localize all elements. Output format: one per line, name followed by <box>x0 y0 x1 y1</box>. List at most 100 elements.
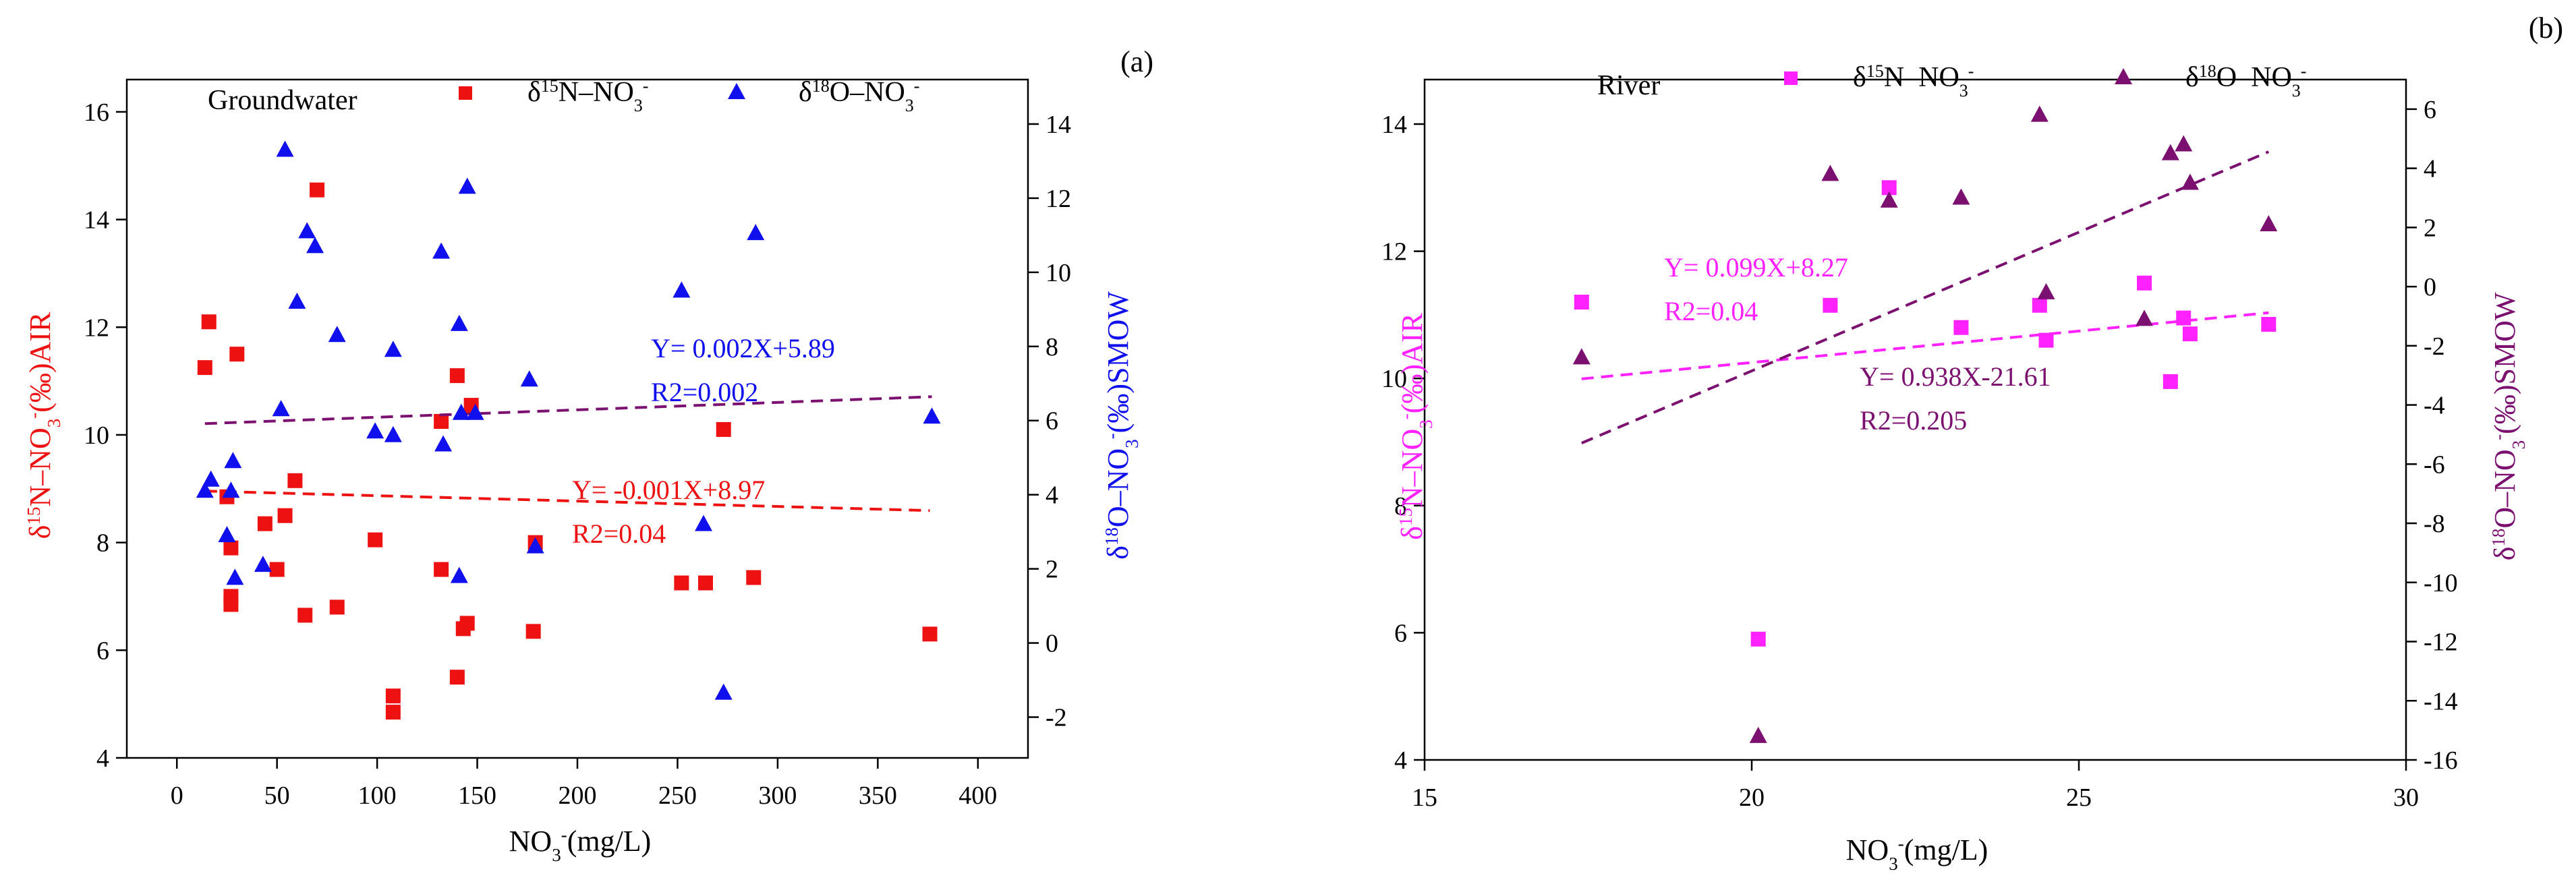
data-point-square <box>2137 275 2152 291</box>
data-point-triangle <box>434 435 453 452</box>
y-left-tick-label: 4 <box>1394 746 1407 775</box>
y-left-tick-label: 14 <box>84 206 109 235</box>
fit-line <box>204 490 930 512</box>
data-point-triangle <box>695 514 713 531</box>
data-point-triangle <box>466 403 484 420</box>
data-point-square <box>257 516 273 531</box>
data-point-square <box>197 360 212 376</box>
data-point-square <box>287 473 303 488</box>
legend-label: δ15N–NO3- <box>527 76 648 115</box>
data-point-triangle <box>288 292 306 309</box>
data-point-square <box>746 570 762 585</box>
data-point-triangle <box>520 370 538 387</box>
data-point-triangle <box>1880 191 1898 208</box>
data-point-square <box>716 421 731 437</box>
data-point-square <box>385 688 401 704</box>
y-right-tick-label: -10 <box>2424 569 2458 597</box>
data-point-triangle <box>450 314 468 331</box>
x-tick-label: 25 <box>2066 784 2092 812</box>
data-point-triangle <box>366 422 384 439</box>
data-point-square <box>698 575 714 591</box>
panel-label: (a) <box>1120 45 1153 78</box>
data-point-square <box>1574 295 1589 310</box>
data-point-square <box>310 182 325 198</box>
panel-a-groundwater-chart: 0 50 100 150 200 250 300 350 400 4 6 8 10 12 14 16 -2 0 2 4… <box>24 45 1153 865</box>
y-left-tick-label: 12 <box>84 314 109 342</box>
panel-b-river-chart: 15 20 25 30 4 6 8 10 12 14 -16 -14 -12 -10 -8 -6 -4 -2 0 2 4… <box>1381 11 2563 874</box>
legend-label: δ18O–NO3- <box>2185 61 2306 100</box>
x-tick-label: 30 <box>2393 784 2419 812</box>
data-point-triangle <box>526 537 544 554</box>
x-axis-label: NO3-(mg/L) <box>509 825 652 865</box>
data-point-square <box>269 562 285 577</box>
y-right-tick-label: 10 <box>1046 259 1071 287</box>
legend-marker-triangle <box>2115 68 2132 84</box>
data-point-triangle <box>298 222 316 239</box>
x-tick-label: 0 <box>171 781 183 810</box>
fit-equation: Y= 0.099X+8.27 <box>1664 252 1848 283</box>
y-left-tick-label: 10 <box>1381 365 1407 393</box>
y-right-tick-label: 4 <box>1046 481 1058 510</box>
data-point-triangle <box>254 556 272 572</box>
x-tick-label: 200 <box>559 781 597 810</box>
sample-label: River <box>1597 70 1660 101</box>
data-point-triangle <box>714 683 733 700</box>
data-point-square <box>201 314 217 330</box>
data-point-square <box>1881 180 1897 196</box>
y-left-axis-label: δ15N–NO3-(‰)AIR <box>1396 313 1436 540</box>
x-tick-label: 100 <box>358 781 397 810</box>
x-tick-label: 350 <box>859 781 897 810</box>
y-right-tick-label: -14 <box>2424 687 2458 715</box>
y-right-tick-label: 0 <box>1046 630 1058 658</box>
y-right-tick-label: 0 <box>2424 273 2436 301</box>
data-point-square <box>223 597 239 612</box>
data-point-triangle <box>2181 173 2199 190</box>
fit-equation: Y= 0.938X-21.61 <box>1860 361 2051 392</box>
data-point-triangle <box>2030 105 2049 122</box>
y-right-tick-label: 12 <box>1046 185 1071 213</box>
data-point-triangle <box>2161 144 2179 160</box>
data-point-square <box>297 608 313 623</box>
series-d18o <box>196 140 941 700</box>
data-point-triangle <box>272 400 290 417</box>
legend-marker-triangle <box>728 83 745 99</box>
x-tick-label: 300 <box>758 781 797 810</box>
y-right-tick-label: 14 <box>1046 111 1071 139</box>
data-point-triangle <box>923 407 941 424</box>
y-left-tick-label: 16 <box>84 98 109 127</box>
data-point-triangle <box>458 177 476 194</box>
fit-r-squared: R2=0.04 <box>572 519 666 549</box>
data-point-square <box>2038 332 2054 348</box>
x-tick-label: 50 <box>264 781 290 810</box>
data-point-square <box>922 626 938 642</box>
x-tick-label: 400 <box>958 781 997 810</box>
fit-r-squared: R2=0.002 <box>651 377 758 407</box>
data-point-triangle <box>384 425 402 442</box>
data-point-square <box>2163 374 2178 389</box>
data-point-square <box>329 599 345 615</box>
legend-marker-square <box>459 86 472 100</box>
y-left-axis-label: δ15N–NO3-(‰)AIR <box>24 312 64 539</box>
data-point-square <box>449 368 465 384</box>
data-point-square <box>1750 631 1766 647</box>
data-point-triangle <box>226 568 244 585</box>
x-tick-label: 15 <box>1412 784 1437 812</box>
fit-line <box>1581 150 2270 444</box>
data-point-triangle <box>1821 165 1839 181</box>
fit-r-squared: R2=0.04 <box>1664 296 1758 326</box>
data-point-triangle <box>222 481 240 498</box>
fit-line <box>1581 311 2269 380</box>
data-point-square <box>449 670 465 685</box>
data-point-triangle <box>224 452 242 469</box>
data-point-square <box>434 562 449 577</box>
y-right-tick-label: -2 <box>2424 332 2445 361</box>
y-left-tick-label: 8 <box>96 529 109 558</box>
y-right-tick-label: -8 <box>2424 510 2445 538</box>
data-point-square <box>674 575 689 591</box>
data-point-triangle <box>747 224 765 241</box>
data-point-triangle <box>2136 309 2153 326</box>
data-point-square <box>2176 310 2192 326</box>
x-tick-label: 250 <box>658 781 697 810</box>
data-point-triangle <box>672 281 691 298</box>
